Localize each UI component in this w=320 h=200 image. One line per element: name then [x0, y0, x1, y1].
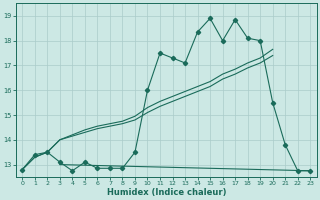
X-axis label: Humidex (Indice chaleur): Humidex (Indice chaleur) [107, 188, 226, 197]
